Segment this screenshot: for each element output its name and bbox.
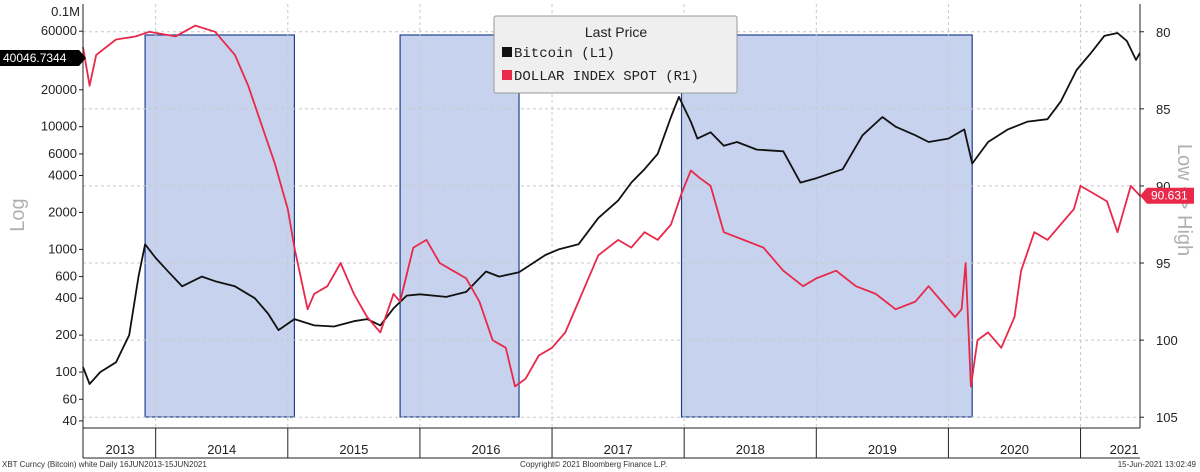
year-label-2020: 2020 <box>1000 442 1029 457</box>
left-tick-label-1000: 1000 <box>48 241 77 256</box>
footer-copyright: Copyright© 2021 Bloomberg Finance L.P. <box>520 460 668 469</box>
legend-label-dollar: DOLLAR INDEX SPOT (R1) <box>514 69 699 85</box>
gridlines-layer <box>83 4 1140 428</box>
left-tick-label-200: 200 <box>55 327 77 342</box>
right-tick-label-80: 80 <box>1156 25 1170 40</box>
left-tick-label-6000: 6000 <box>48 146 77 161</box>
left-tick-label-600: 600 <box>55 269 77 284</box>
footer-source: XBT Curncy (Bitcoin) white Daily 16JUN20… <box>2 460 207 469</box>
right-tick-label-105: 105 <box>1156 410 1178 425</box>
left-tick-label-60000: 60000 <box>41 23 77 38</box>
left-tick-label-400: 400 <box>55 290 77 305</box>
legend-label-bitcoin: Bitcoin (L1) <box>514 46 615 62</box>
left-tick-label-10000: 10000 <box>41 119 77 134</box>
left-tick-label-100: 100 <box>55 364 77 379</box>
legend-swatch-bitcoin <box>502 47 512 57</box>
bitcoin-line <box>82 32 1141 385</box>
series-layer <box>82 24 1141 388</box>
dollar-last-value-bg <box>1140 187 1194 204</box>
left-tick-label-2000: 2000 <box>48 204 77 219</box>
footer-timestamp: 15-Jun-2021 13:02:49 <box>1117 460 1196 469</box>
left-tick-label-20000: 20000 <box>41 82 77 97</box>
legend: Last Price Bitcoin (L1) DOLLAR INDEX SPO… <box>493 15 738 94</box>
dollar-index-line <box>82 24 1141 388</box>
axes-layer: 40 60 100 200 400 600 1000 2000 4000 6000 10000 200… <box>41 4 1178 459</box>
year-label-2015: 2015 <box>339 442 368 457</box>
bitcoin-last-value-tag: 40046.7344 <box>0 50 86 66</box>
shaded-period-3 <box>680 34 973 418</box>
recession-shading-layer <box>144 34 973 418</box>
left-tick-label-60: 60 <box>63 391 77 406</box>
year-label-2013: 2013 <box>106 442 135 457</box>
legend-title: Last Price <box>585 24 647 40</box>
legend-box <box>493 15 738 94</box>
year-label-2019: 2019 <box>868 442 897 457</box>
year-label-2021: 2021 <box>1110 442 1139 457</box>
dollar-last-value: 90.631 <box>1151 189 1188 203</box>
year-label-2017: 2017 <box>604 442 633 457</box>
left-tick-label-4000: 4000 <box>48 168 77 183</box>
bitcoin-last-value-bg <box>0 50 86 66</box>
dollar-last-value-tag: 90.631 <box>1140 187 1194 204</box>
shaded-period-1 <box>144 34 296 418</box>
left-axis-top-label: 0.1M <box>51 4 80 19</box>
right-tick-label-100: 100 <box>1156 333 1178 348</box>
left-tick-label-40: 40 <box>63 413 77 428</box>
left-axis-title: Log <box>7 198 29 231</box>
year-label-2018: 2018 <box>736 442 765 457</box>
legend-swatch-dollar <box>502 70 512 80</box>
bitcoin-last-value: 40046.7344 <box>3 51 67 65</box>
right-tick-label-85: 85 <box>1156 102 1170 117</box>
year-label-2016: 2016 <box>472 442 501 457</box>
right-tick-label-95: 95 <box>1156 256 1170 271</box>
year-label-2014: 2014 <box>207 442 236 457</box>
